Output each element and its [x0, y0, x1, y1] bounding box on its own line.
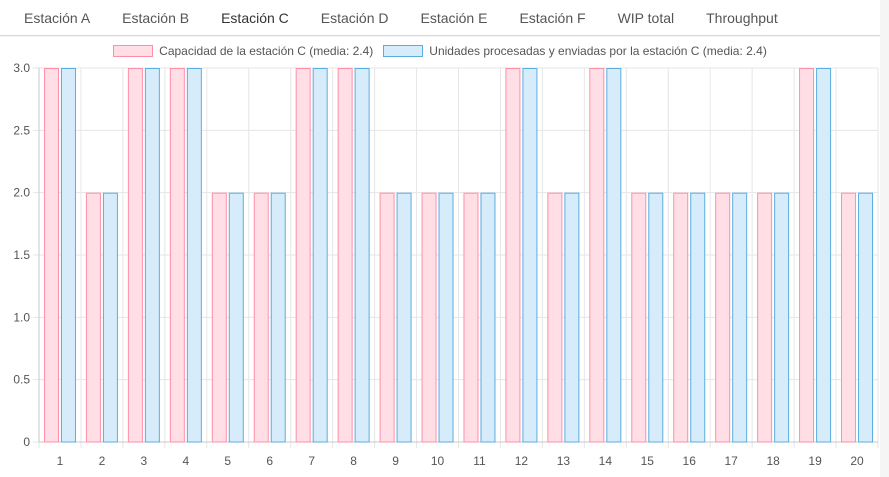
bar-capacity — [169, 68, 185, 443]
bar-capacity — [673, 192, 689, 443]
bar-processed — [60, 68, 76, 443]
y-tick-label: 3.0 — [13, 61, 30, 75]
x-tick-label: 15 — [641, 454, 655, 468]
y-tick-label: 0 — [23, 435, 30, 449]
x-tick-label: 2 — [99, 454, 106, 468]
x-tick-label: 18 — [766, 454, 780, 468]
bar-processed — [396, 192, 412, 443]
bar-processed — [816, 68, 832, 443]
legend-item-processed[interactable]: Unidades procesadas y enviadas por la es… — [383, 44, 767, 58]
y-tick-label: 1.5 — [13, 248, 30, 262]
bar-capacity — [295, 68, 311, 443]
x-tick-label: 19 — [808, 454, 822, 468]
bar-processed — [480, 192, 496, 443]
bar-capacity — [589, 68, 605, 443]
tab-throughput[interactable]: Throughput — [706, 9, 778, 26]
x-tick-label: 12 — [515, 454, 529, 468]
chart-legend: Capacidad de la estación C (media: 2.4) … — [0, 42, 880, 60]
tab-wip-total[interactable]: WIP total — [617, 9, 675, 26]
bar-processed — [270, 192, 286, 443]
tab-estacion-d[interactable]: Estación D — [320, 9, 389, 26]
bar-processed — [312, 68, 328, 443]
x-tick-label: 20 — [850, 454, 864, 468]
bar-capacity — [757, 192, 773, 443]
bar-processed — [606, 68, 622, 443]
x-tick-label: 6 — [266, 454, 273, 468]
bar-capacity — [337, 68, 353, 443]
bar-processed — [732, 192, 748, 443]
x-tick-label: 17 — [724, 454, 738, 468]
y-tick-label: 0.5 — [13, 373, 30, 387]
x-tick-label: 16 — [683, 454, 697, 468]
bar-processed — [858, 192, 874, 443]
bar-capacity — [799, 68, 815, 443]
tab-estacion-e[interactable]: Estación E — [420, 9, 488, 26]
chart-panel: Capacidad de la estación C (media: 2.4) … — [0, 37, 880, 477]
bar-processed — [438, 192, 454, 443]
bar-capacity — [211, 192, 227, 443]
x-tick-label: 13 — [557, 454, 571, 468]
bar-processed — [648, 192, 664, 443]
tab-estacion-b[interactable]: Estación B — [122, 9, 190, 26]
x-tick-label: 9 — [392, 454, 399, 468]
bar-capacity — [715, 192, 731, 443]
bar-capacity — [463, 192, 479, 443]
bar-capacity — [43, 68, 59, 443]
bar-capacity — [85, 192, 101, 443]
bar-processed — [522, 68, 538, 443]
bar-capacity — [379, 192, 395, 443]
bar-capacity — [841, 192, 857, 443]
legend-swatch-capacity — [113, 45, 154, 57]
x-tick-label: 7 — [308, 454, 315, 468]
bar-processed — [354, 68, 370, 443]
x-tick-label: 4 — [182, 454, 189, 468]
y-tick-label: 1.0 — [13, 310, 30, 324]
bar-processed — [186, 68, 202, 443]
bar-capacity — [421, 192, 437, 443]
legend-label-processed: Unidades procesadas y enviadas por la es… — [429, 44, 767, 58]
legend-swatch-processed — [383, 45, 424, 57]
bar-capacity — [547, 192, 563, 443]
bar-processed — [564, 192, 580, 443]
station-tabs: Estación A Estación B Estación C Estació… — [0, 0, 880, 36]
y-tick-label: 2.0 — [13, 186, 30, 200]
x-tick-label: 14 — [599, 454, 613, 468]
x-tick-label: 3 — [141, 454, 148, 468]
tab-estacion-c[interactable]: Estación C — [221, 9, 289, 26]
bar-processed — [102, 192, 118, 443]
bar-processed — [228, 192, 244, 443]
bar-processed — [144, 68, 160, 443]
bar-capacity — [127, 68, 143, 443]
bar-capacity — [631, 192, 647, 443]
legend-item-capacity[interactable]: Capacidad de la estación C (media: 2.4) — [113, 44, 373, 58]
bar-processed — [774, 192, 790, 443]
bar-capacity — [505, 68, 521, 443]
x-tick-label: 5 — [224, 454, 231, 468]
y-tick-label: 2.5 — [13, 123, 30, 137]
tab-estacion-a[interactable]: Estación A — [24, 9, 91, 26]
bar-processed — [690, 192, 706, 443]
bar-chart: 00.51.01.52.02.53.01 2 3 4 5 6 7 8 9 10 11 12 13 14 15… — [13, 61, 879, 468]
x-tick-label: 8 — [350, 454, 357, 468]
legend-label-capacity: Capacidad de la estación C (media: 2.4) — [159, 44, 374, 58]
x-tick-label: 1 — [57, 454, 64, 468]
x-tick-label: 11 — [473, 454, 486, 468]
bar-capacity — [253, 192, 269, 443]
tab-estacion-f[interactable]: Estación F — [519, 9, 586, 26]
x-tick-label: 10 — [431, 454, 445, 468]
